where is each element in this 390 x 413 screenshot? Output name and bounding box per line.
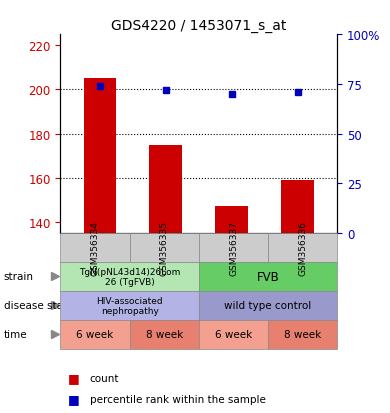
- Text: FVB: FVB: [257, 270, 280, 283]
- Text: ■: ■: [68, 392, 80, 405]
- Title: GDS4220 / 1453071_s_at: GDS4220 / 1453071_s_at: [111, 19, 287, 33]
- Text: disease state: disease state: [4, 301, 73, 311]
- Text: wild type control: wild type control: [225, 301, 312, 311]
- Text: 6 week: 6 week: [76, 330, 114, 339]
- Text: time: time: [4, 330, 28, 339]
- Bar: [215, 207, 248, 233]
- Text: GSM356335: GSM356335: [160, 221, 169, 275]
- Text: percentile rank within the sample: percentile rank within the sample: [90, 394, 266, 404]
- Text: 8 week: 8 week: [145, 330, 183, 339]
- Text: strain: strain: [4, 272, 34, 282]
- Bar: [149, 145, 183, 233]
- Text: GSM356336: GSM356336: [298, 221, 307, 275]
- Text: TgN(pNL43d14)26Lom
26 (TgFVB): TgN(pNL43d14)26Lom 26 (TgFVB): [79, 267, 180, 286]
- Text: 6 week: 6 week: [215, 330, 252, 339]
- Bar: [83, 79, 117, 233]
- Text: HIV-associated
nephropathy: HIV-associated nephropathy: [96, 296, 163, 315]
- Text: GSM356337: GSM356337: [229, 221, 238, 275]
- Text: 8 week: 8 week: [284, 330, 321, 339]
- Text: ■: ■: [68, 371, 80, 385]
- Text: count: count: [90, 373, 119, 383]
- Text: GSM356334: GSM356334: [90, 221, 99, 275]
- Bar: [281, 180, 314, 233]
